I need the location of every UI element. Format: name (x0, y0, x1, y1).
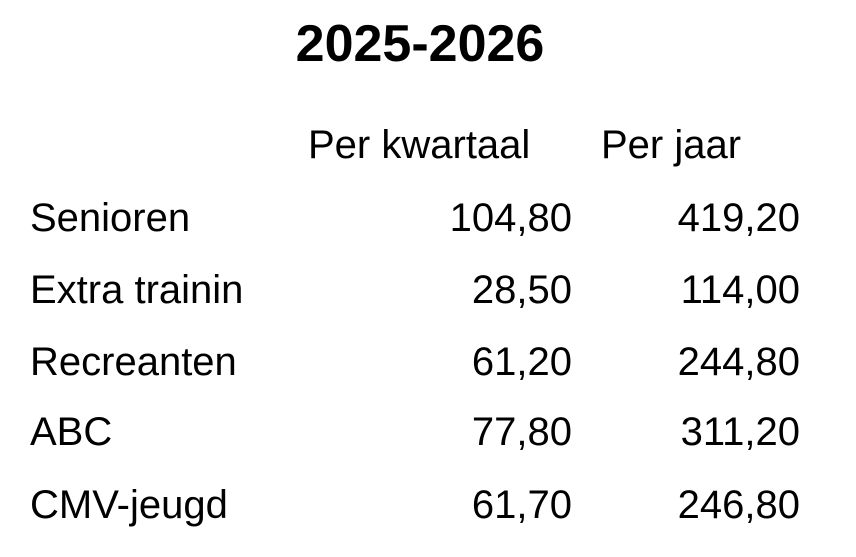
header-per-kwartaal: Per kwartaal (308, 123, 531, 167)
row-label: Senioren (30, 196, 191, 240)
row-kwartaal: 77,80 (471, 410, 572, 454)
page-title: 2025-2026 (295, 15, 545, 73)
row-kwartaal: 104,80 (449, 196, 572, 240)
header-per-jaar: Per jaar (601, 123, 742, 167)
row-label: Extra trainin (30, 268, 244, 312)
row-kwartaal: 28,50 (471, 268, 572, 312)
row-kwartaal: 61,70 (471, 483, 572, 527)
row-kwartaal: 61,20 (471, 340, 572, 384)
row-label: ABC (30, 410, 113, 454)
row-jaar: 419,20 (677, 196, 800, 240)
row-label: Recreanten (30, 340, 237, 384)
row-jaar: 246,80 (677, 483, 800, 527)
row-jaar: 114,00 (680, 268, 800, 312)
row-jaar: 311,20 (680, 410, 800, 454)
row-jaar: 244,80 (677, 340, 800, 384)
row-label: CMV-jeugd (30, 483, 228, 527)
